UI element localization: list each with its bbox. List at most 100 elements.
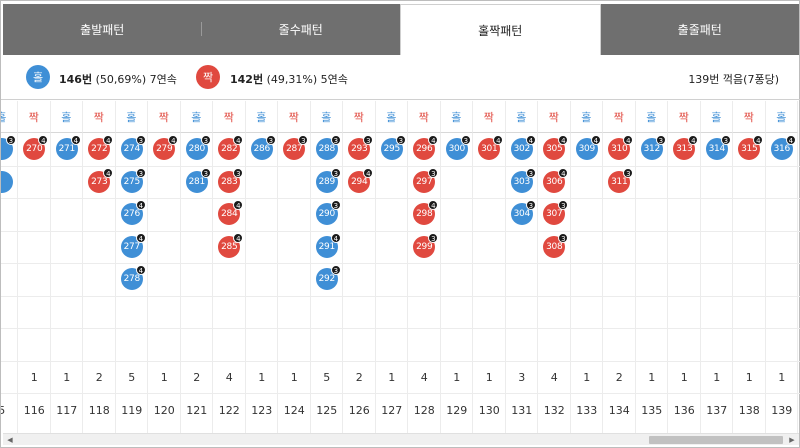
- round-number: 127: [381, 404, 403, 417]
- column-divider: [504, 133, 506, 433]
- round-number: 119: [121, 404, 143, 417]
- column-header: 짝: [343, 101, 376, 133]
- odd-summary: 146번 (50,69%) 7연속: [59, 71, 177, 87]
- line-count-tag: 3: [330, 135, 341, 146]
- column-divider: [569, 133, 571, 433]
- odd-stats: (50,69%) 7연속: [92, 73, 177, 86]
- result-ball: 285 4: [218, 232, 244, 258]
- horizontal-scrollbar[interactable]: ◀ ▶: [3, 433, 799, 445]
- line-count-tag: 4: [428, 135, 439, 146]
- column-divider: [764, 133, 766, 433]
- streak-count: 1: [453, 371, 461, 384]
- result-ball: 314 3: [705, 135, 731, 161]
- line-count-tag: 3: [330, 200, 341, 211]
- column-header: 짝: [148, 101, 181, 133]
- line-count-tag: 3: [395, 135, 406, 146]
- round-number: 116: [23, 404, 45, 417]
- column-divider: [17, 133, 18, 433]
- column-divider: [374, 133, 376, 433]
- summary-bar: 홀 146번 (50,69%) 7연속 짝 142번 (49,31%) 5연속 …: [1, 55, 800, 100]
- column-header: 짝: [668, 101, 701, 133]
- streak-count: 2: [193, 371, 201, 384]
- round-number: 129: [446, 404, 468, 417]
- column-header: 짝: [278, 101, 311, 133]
- grid-line: [1, 230, 800, 232]
- odd-badge: 홀: [26, 65, 50, 89]
- grid-line: [1, 393, 800, 394]
- line-count-tag: 4: [363, 167, 374, 178]
- line-count-tag: 4: [233, 135, 244, 146]
- line-count-tag: 3: [200, 167, 211, 178]
- tab-start-line-pattern[interactable]: 출줄패턴: [601, 4, 800, 55]
- line-count-tag: 3: [265, 135, 276, 146]
- column-header: 짝: [18, 101, 51, 133]
- line-count-tag: 3: [135, 135, 146, 146]
- result-ball: 311 3: [608, 167, 634, 193]
- column-divider: [147, 133, 148, 433]
- line-count-tag: 4: [233, 232, 244, 243]
- column-divider: [212, 133, 213, 433]
- even-badge: 짝: [196, 65, 220, 89]
- streak-count: 2: [95, 371, 103, 384]
- tab-line-pattern[interactable]: 줄수패턴: [202, 4, 401, 55]
- tab-odd-even-pattern[interactable]: 홀짝패턴: [400, 4, 601, 55]
- result-ball: 288 3: [315, 135, 341, 161]
- result-ball: 277 4: [120, 232, 146, 258]
- turn-summary: 139번 꺽음(7퐁당): [688, 73, 779, 86]
- line-count-tag: 4: [38, 135, 49, 146]
- streak-count: 5: [128, 371, 136, 384]
- column-divider: [667, 133, 668, 433]
- result-ball: 278 4: [120, 265, 146, 291]
- result-ball: 271 4: [55, 135, 81, 161]
- line-count-tag: 4: [493, 135, 504, 146]
- line-count-tag: 3: [200, 135, 211, 146]
- column-divider: [602, 133, 603, 433]
- result-ball: 298 4: [413, 200, 439, 226]
- result-ball: 316 4: [770, 135, 796, 161]
- result-ball: 295 3: [380, 135, 406, 161]
- column-divider: [537, 133, 538, 433]
- result-ball: 272 4: [88, 135, 114, 161]
- scroll-left-icon[interactable]: ◀: [7, 436, 13, 444]
- round-number: 134: [608, 404, 630, 417]
- scrollbar-thumb[interactable]: [649, 436, 783, 444]
- round-number: 125: [316, 404, 338, 417]
- column-header: 짝: [408, 101, 441, 133]
- line-count-tag: 3: [363, 135, 374, 146]
- round-number: 120: [153, 404, 175, 417]
- grid-line: [1, 360, 800, 362]
- column-divider: [797, 133, 798, 433]
- line-count-tag: 3: [525, 200, 536, 211]
- line-count-tag: 4: [428, 200, 439, 211]
- scroll-right-icon[interactable]: ▶: [789, 436, 795, 444]
- column-header: 홀: [505, 101, 538, 133]
- column-divider: [407, 133, 408, 433]
- round-number: 5: [1, 404, 6, 417]
- result-ball: 312 3: [640, 135, 666, 161]
- line-count-tag: 3: [233, 167, 244, 178]
- result-ball: [1, 170, 13, 193]
- result-ball: 302 4: [510, 135, 536, 161]
- grid-line: [1, 165, 800, 167]
- result-ball: 303 3: [510, 167, 536, 193]
- result-ball: 283 3: [218, 167, 244, 193]
- line-count-tag: 4: [785, 135, 796, 146]
- result-ball: 281 3: [185, 167, 211, 193]
- grid-line: [1, 198, 800, 199]
- round-number: 126: [348, 404, 370, 417]
- line-count-tag: 4: [753, 135, 764, 146]
- result-ball: 309 4: [575, 135, 601, 161]
- line-count-tag: 3: [558, 232, 569, 243]
- tab-start-pattern[interactable]: 출발패턴: [3, 4, 202, 55]
- line-count-tag: 4: [103, 167, 114, 178]
- result-ball: 291 4: [315, 232, 341, 258]
- result-ball: 294 4: [348, 167, 374, 193]
- column-divider: [732, 133, 733, 433]
- result-ball: 273 4: [88, 167, 114, 193]
- line-count-tag: 3: [460, 135, 471, 146]
- column-header: 홀: [310, 101, 343, 133]
- result-ball: 297 3: [413, 167, 439, 193]
- column-header: 짝: [213, 101, 246, 133]
- line-count-tag: 4: [525, 135, 536, 146]
- line-count-tag: 3: [330, 265, 341, 276]
